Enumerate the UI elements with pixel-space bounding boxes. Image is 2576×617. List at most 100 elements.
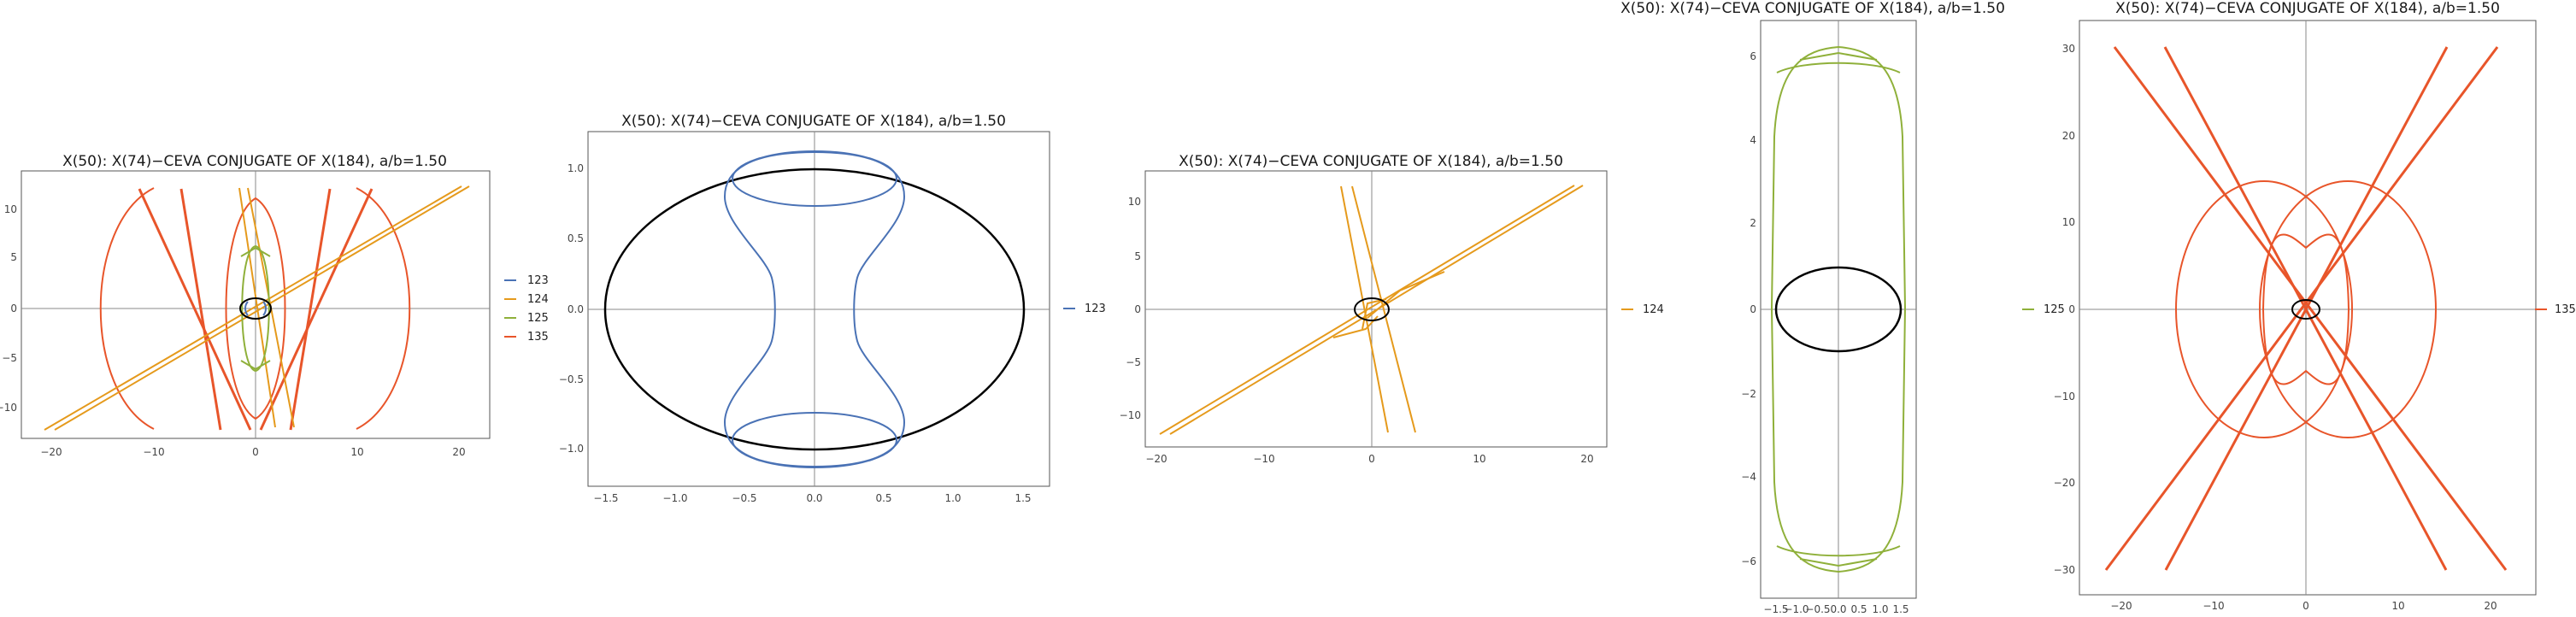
- legend-label: 123: [527, 274, 549, 287]
- y-tick-label: 0.5: [568, 232, 584, 244]
- legend-item: 124: [504, 293, 549, 306]
- chart-1-legend: 123 124 125 135: [504, 274, 549, 344]
- chart-panel-5: X(50): X(74)−CEVA CONJUGATE OF X(184), a…: [2054, 0, 2576, 612]
- x-tick-label: −20: [2110, 600, 2132, 612]
- y-tick-label: 10: [4, 203, 17, 215]
- y-tick-label: 20: [2062, 130, 2075, 142]
- x-tick-label: −20: [1145, 453, 1167, 465]
- x-tick-label: 1.0: [1872, 603, 1888, 615]
- x-tick-label: 10: [350, 446, 363, 458]
- y-tick-label: 0: [1750, 303, 1756, 315]
- x-tick-label: 20: [452, 446, 465, 458]
- y-tick-label: −1.0: [559, 443, 584, 455]
- x-tick-label: 0.5: [875, 492, 891, 504]
- x-tick-label: 10: [1473, 453, 1485, 465]
- y-tick-label: 4: [1750, 134, 1756, 146]
- legend-label: 123: [1085, 303, 1106, 315]
- chart-2-legend: 123: [1063, 303, 1106, 315]
- chart-1-x-tick-labels: −20 −10 0 10 20: [40, 446, 465, 458]
- chart-3-curves: [1159, 185, 1584, 435]
- y-tick-label: 5: [1134, 250, 1141, 262]
- x-tick-label: −1.0: [662, 492, 687, 504]
- x-tick-label: 0.0: [1830, 603, 1846, 615]
- chart-5-legend: 135: [2535, 303, 2576, 316]
- series-124-line: [1351, 185, 1416, 433]
- y-tick-label: −5: [1126, 356, 1141, 368]
- series-135-line: [179, 188, 222, 431]
- series-135-line: [2104, 46, 2499, 571]
- chart-3-ellipse: [1354, 297, 1390, 321]
- y-tick-label: −5: [2, 352, 17, 364]
- y-tick-label: 0: [10, 303, 17, 314]
- y-tick-label: 6: [1750, 50, 1756, 62]
- chart-2-title: X(50): X(74)−CEVA CONJUGATE OF X(184), a…: [621, 113, 1006, 130]
- y-tick-label: 30: [2062, 43, 2075, 55]
- series-135-lobe-right: [356, 187, 411, 430]
- chart-2-x-tick-labels: −1.5 −1.0 −0.5 0.0 0.5 1.0 1.5: [593, 492, 1031, 504]
- y-tick-label: 0: [2068, 303, 2075, 315]
- series-124-line: [238, 187, 276, 428]
- series-135-big-ellipse: [2175, 180, 2353, 438]
- legend-item: 125: [2022, 303, 2065, 316]
- x-tick-label: 1.0: [944, 492, 961, 504]
- legend-item: 123: [1063, 303, 1106, 315]
- series-125-curve: [240, 246, 271, 371]
- series-135-line: [138, 188, 252, 431]
- y-tick-label: −0.5: [559, 373, 584, 385]
- series-135-inner-ellipse: [225, 197, 286, 420]
- series-125-outer: [1770, 45, 1907, 573]
- series-135-big-ellipse: [2259, 180, 2437, 438]
- y-tick-label: −20: [2054, 477, 2075, 489]
- chart-4-curves: [1770, 45, 1907, 573]
- x-tick-label: 0.5: [1850, 603, 1867, 615]
- x-tick-label: 1.5: [1892, 603, 1908, 615]
- series-135-inner-curve: [2261, 233, 2350, 385]
- legend-label: 135: [527, 331, 549, 344]
- series-135-line: [259, 188, 373, 431]
- series-123-curve: [244, 301, 267, 316]
- x-tick-label: −20: [40, 446, 62, 458]
- legend-item: 124: [1621, 303, 1664, 316]
- legend-label: 124: [1643, 303, 1664, 316]
- chart-3-x-tick-labels: −20 −10 0 10 20: [1145, 453, 1593, 465]
- y-tick-label: −30: [2054, 564, 2075, 576]
- y-tick-label: −4: [1741, 471, 1756, 483]
- chart-5-y-tick-labels: 30 20 10 0 −10 −20 −30: [2054, 43, 2075, 576]
- chart-4-x-tick-labels: −1.5 −1.0 −0.5 0.0 0.5 1.0 1.5: [1763, 603, 1908, 615]
- chart-3-legend: 124: [1621, 303, 1664, 316]
- series-135-line: [2164, 46, 2449, 571]
- series-135-lobe-left: [99, 187, 155, 430]
- chart-1-y-tick-labels: 10 5 0 −5 −10: [0, 203, 17, 414]
- y-tick-label: −2: [1741, 388, 1756, 400]
- x-tick-label: −10: [1253, 453, 1274, 465]
- chart-5-title: X(50): X(74)−CEVA CONJUGATE OF X(184), a…: [2115, 0, 2500, 17]
- x-tick-label: −1.5: [593, 492, 618, 504]
- x-tick-label: 10: [2391, 600, 2404, 612]
- chart-panel-2: X(50): X(74)−CEVA CONJUGATE OF X(184), a…: [559, 113, 1106, 504]
- legend-label: 125: [2044, 303, 2065, 316]
- chart-1-title: X(50): X(74)−CEVA CONJUGATE OF X(184), a…: [62, 153, 447, 170]
- chart-panel-1: X(50): X(74)−CEVA CONJUGATE OF X(184), a…: [0, 153, 549, 458]
- x-tick-label: 0: [1368, 453, 1375, 465]
- chart-4-y-tick-labels: 6 4 2 0 −2 −4 −6: [1741, 50, 1756, 567]
- y-tick-label: 5: [10, 251, 17, 263]
- y-tick-label: −6: [1741, 555, 1756, 567]
- y-tick-label: 0: [1134, 303, 1141, 315]
- chart-4-ellipse: [1774, 266, 1903, 353]
- series-135-line: [289, 188, 332, 431]
- x-tick-label: −1.5: [1763, 603, 1788, 615]
- legend-item: 135: [2535, 303, 2576, 316]
- x-tick-label: −0.5: [1805, 603, 1830, 615]
- y-tick-label: 10: [1128, 196, 1141, 208]
- y-tick-label: 0.0: [568, 303, 584, 315]
- chart-4-title: X(50): X(74)−CEVA CONJUGATE OF X(184), a…: [1620, 0, 2005, 17]
- y-tick-label: −10: [2054, 391, 2075, 403]
- chart-panel-3: X(50): X(74)−CEVA CONJUGATE OF X(184), a…: [1120, 153, 1664, 465]
- x-tick-label: 0: [2303, 600, 2309, 612]
- legend-item: 125: [504, 312, 549, 325]
- chart-4-legend: 125: [2022, 303, 2065, 316]
- x-tick-label: −10: [2203, 600, 2224, 612]
- y-tick-label: 2: [1750, 217, 1756, 229]
- series-125-cusp-top: [1776, 51, 1901, 73]
- series-125-cusp-bottom: [1776, 545, 1901, 567]
